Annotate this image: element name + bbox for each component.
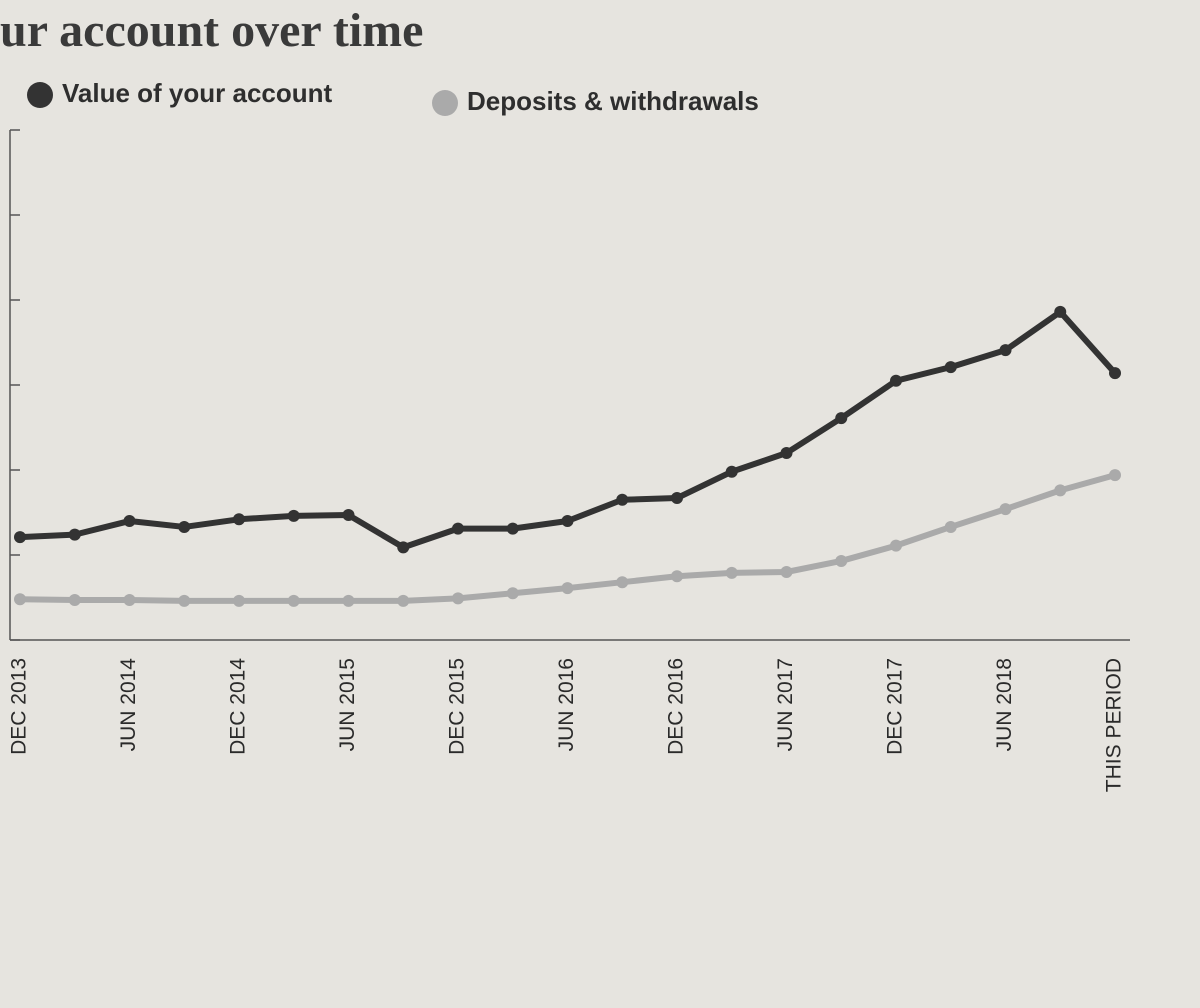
data-point — [506, 587, 519, 600]
data-point — [68, 528, 81, 541]
data-point — [671, 570, 683, 583]
data-point — [233, 513, 245, 526]
data-point — [233, 594, 245, 607]
data-point — [944, 361, 957, 374]
x-tick-label: DEC 2015 — [446, 658, 469, 755]
data-point — [671, 492, 683, 505]
x-tick-label: DEC 2016 — [665, 658, 688, 755]
data-point — [780, 447, 793, 459]
data-point — [178, 594, 191, 607]
data-point — [123, 515, 136, 527]
legend-label: Deposits & withdrawals — [467, 86, 759, 116]
data-point — [506, 522, 519, 535]
chart-title: ur account over time — [0, 4, 423, 57]
legend-label: Value of your account — [62, 78, 333, 108]
data-point — [14, 531, 26, 544]
data-point — [178, 520, 191, 533]
data-point — [123, 594, 136, 607]
data-point — [780, 566, 793, 578]
data-point — [287, 509, 300, 522]
data-point — [835, 412, 848, 425]
data-point — [944, 520, 957, 533]
data-point — [890, 539, 902, 552]
x-tick-label: JUN 2018 — [993, 658, 1016, 751]
data-point — [452, 592, 464, 605]
data-point — [287, 594, 300, 607]
data-point — [1109, 469, 1121, 482]
data-point — [616, 493, 629, 506]
legend-marker — [432, 90, 458, 116]
x-tick-label: THIS PERIOD — [1103, 658, 1126, 792]
data-point — [1109, 367, 1121, 380]
data-point — [725, 566, 738, 579]
data-point — [68, 594, 81, 607]
x-tick-label: JUN 2015 — [336, 658, 359, 751]
data-point — [397, 541, 410, 554]
data-point — [999, 344, 1012, 357]
data-point — [616, 576, 629, 589]
data-point — [452, 522, 464, 535]
data-point — [999, 503, 1012, 516]
data-point — [1054, 305, 1067, 318]
legend-marker — [27, 82, 53, 108]
x-tick-label: DEC 2014 — [227, 658, 250, 755]
data-point — [342, 509, 355, 522]
data-point — [14, 593, 26, 606]
data-point — [397, 594, 410, 607]
data-point — [725, 465, 738, 478]
data-point — [835, 554, 848, 567]
x-tick-label: JUN 2016 — [555, 658, 578, 751]
x-tick-label: DEC 2013 — [8, 658, 31, 755]
x-tick-label: JUN 2014 — [117, 658, 140, 752]
x-tick-label: JUN 2017 — [774, 658, 797, 751]
data-point — [561, 515, 574, 527]
data-point — [890, 374, 902, 387]
data-point — [342, 594, 355, 607]
data-point — [1054, 484, 1067, 497]
x-tick-label: DEC 2017 — [884, 658, 907, 755]
data-point — [561, 582, 574, 595]
